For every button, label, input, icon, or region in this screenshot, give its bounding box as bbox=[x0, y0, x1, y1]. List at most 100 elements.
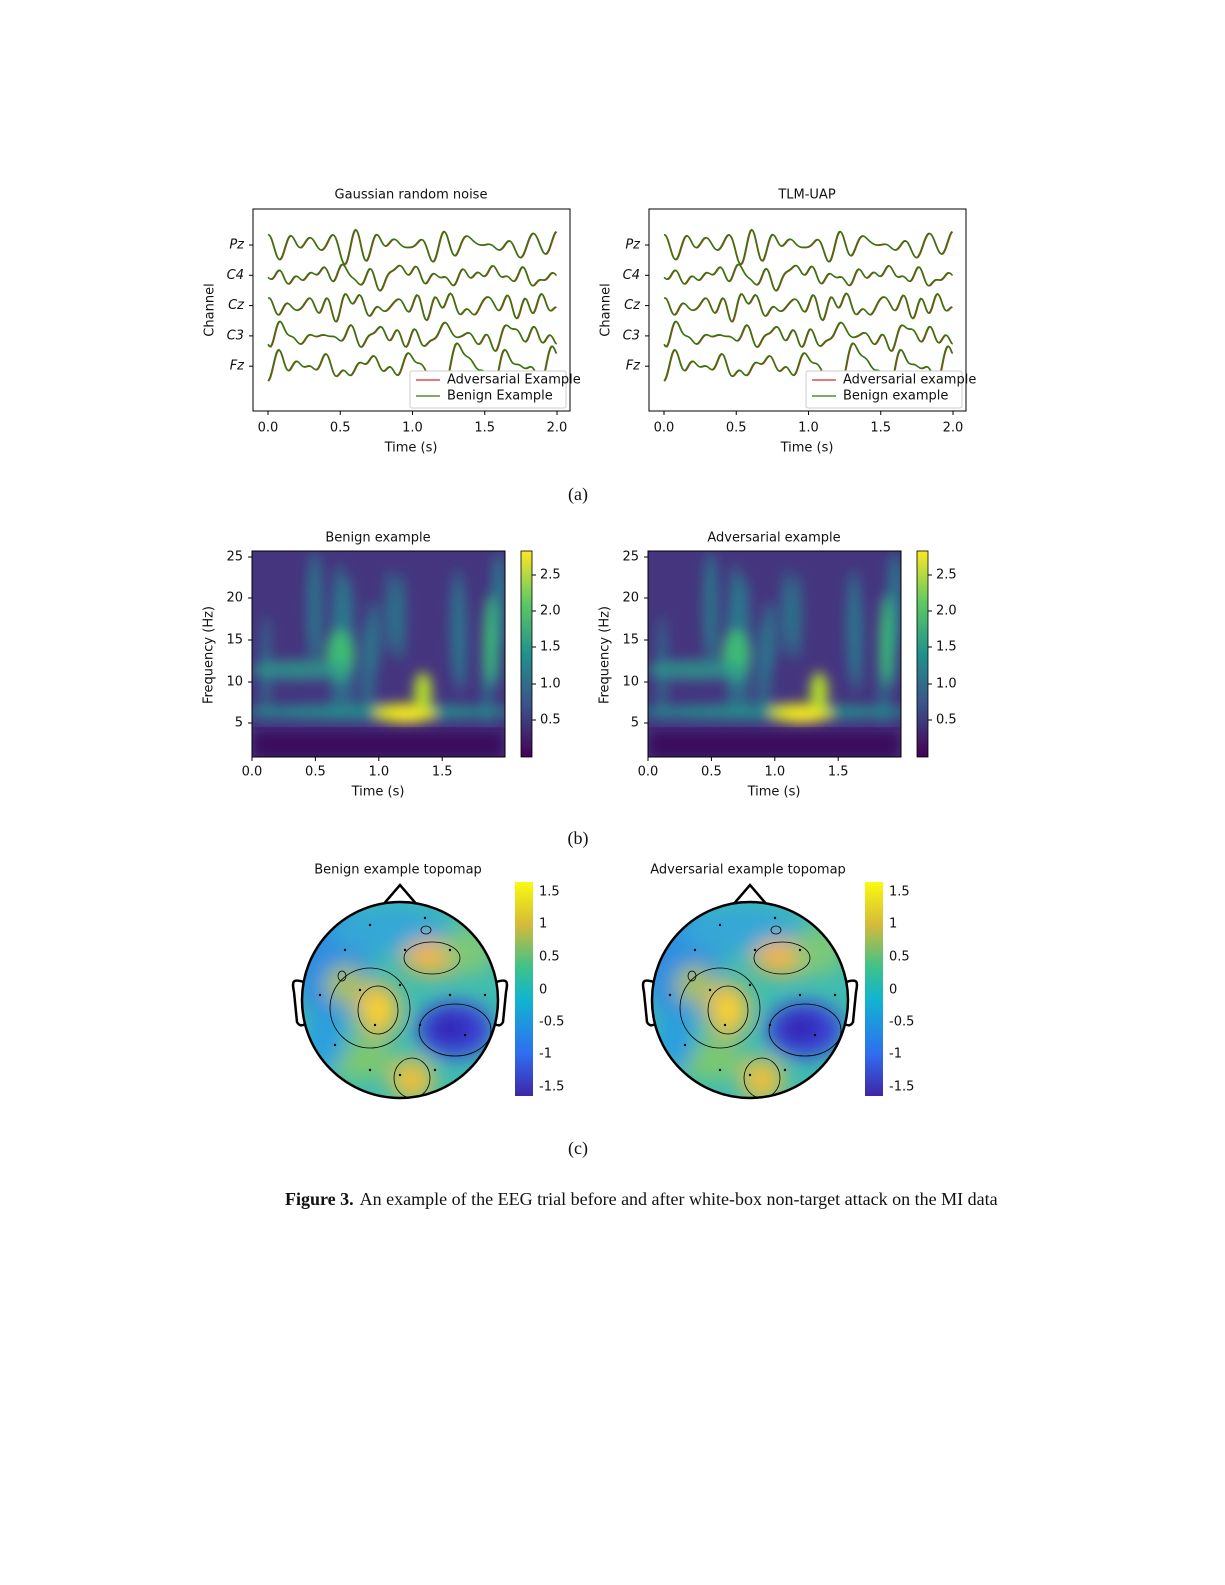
colorbar-tick-label: -1 bbox=[539, 1047, 552, 1062]
legend-entry: Adversarial Example bbox=[447, 373, 581, 388]
contour bbox=[329, 967, 411, 1049]
benign-trace bbox=[267, 292, 557, 323]
y-tick-label: 25 bbox=[226, 550, 243, 565]
head-outline bbox=[650, 900, 850, 1100]
panel-label: (b) bbox=[568, 828, 589, 849]
electrode bbox=[768, 1023, 772, 1027]
colorbar bbox=[515, 882, 533, 1096]
electrode bbox=[783, 1068, 787, 1072]
caption-label: Figure 3. bbox=[285, 1189, 354, 1209]
plot-title: TLM-UAP bbox=[777, 188, 835, 203]
y-tick-label: 15 bbox=[226, 633, 243, 648]
streak bbox=[307, 551, 323, 665]
adversarial-trace bbox=[664, 320, 954, 353]
contour bbox=[403, 941, 461, 975]
colorbar-tick-label: 1.0 bbox=[936, 677, 957, 692]
low-band bbox=[648, 730, 901, 757]
electrode bbox=[463, 1033, 467, 1037]
streak bbox=[756, 622, 772, 716]
colorbar bbox=[916, 550, 929, 758]
streak bbox=[360, 622, 376, 716]
benign-trace bbox=[663, 292, 953, 323]
x-tick-label: 1.5 bbox=[870, 421, 891, 436]
legend-entry: Benign example bbox=[843, 389, 948, 404]
colorbar-tick-label: 2.0 bbox=[936, 604, 957, 619]
electrode bbox=[723, 1023, 727, 1027]
electrode bbox=[358, 988, 362, 992]
colorbar-tick-label: 1.5 bbox=[540, 640, 561, 655]
streak bbox=[703, 551, 719, 665]
benign-trace bbox=[267, 342, 557, 391]
electrode bbox=[368, 923, 372, 927]
adversarial-trace bbox=[268, 292, 557, 323]
x-axis-label: Time (s) bbox=[747, 785, 801, 800]
panel-label: (c) bbox=[568, 1138, 588, 1159]
x-tick-label: 1.0 bbox=[402, 421, 423, 436]
colorbar-tick-label: -0.5 bbox=[889, 1015, 914, 1030]
electrode bbox=[718, 1068, 722, 1072]
electrode bbox=[418, 1023, 422, 1027]
electrode bbox=[373, 1023, 377, 1027]
blob bbox=[430, 1014, 470, 1042]
blob bbox=[740, 1058, 784, 1098]
benign-trace bbox=[267, 263, 557, 292]
electrode bbox=[423, 916, 427, 920]
plot-title: Gaussian random noise bbox=[335, 188, 488, 203]
electrode bbox=[748, 983, 752, 987]
channel-label: C4 bbox=[227, 268, 244, 283]
blob bbox=[368, 996, 388, 1024]
plot-title: Adversarial example topomap bbox=[650, 863, 846, 878]
colorbar-tick-label: -0.5 bbox=[539, 1015, 564, 1030]
electrode bbox=[833, 993, 837, 997]
benign-trace bbox=[663, 320, 953, 352]
benign-trace bbox=[663, 342, 953, 391]
colorbar-tick-label: 1.5 bbox=[539, 885, 560, 900]
electrode bbox=[813, 1033, 817, 1037]
electrode bbox=[718, 923, 722, 927]
electrode bbox=[748, 1073, 752, 1077]
plot-title: Benign example topomap bbox=[314, 863, 482, 878]
contour bbox=[420, 925, 432, 935]
colorbar-tick-label: 1.5 bbox=[936, 640, 957, 655]
y-tick-label: 5 bbox=[235, 716, 243, 731]
x-axis-label: Time (s) bbox=[384, 441, 438, 456]
x-tick-label: 0.0 bbox=[654, 421, 675, 436]
electrode bbox=[398, 1073, 402, 1077]
electrode bbox=[683, 1043, 687, 1047]
contour bbox=[679, 967, 761, 1049]
adversarial-trace bbox=[268, 320, 558, 353]
streak bbox=[791, 573, 802, 661]
nose bbox=[381, 883, 419, 907]
colorbar-tick-label: 0 bbox=[539, 983, 547, 998]
axes-frame bbox=[648, 208, 967, 412]
y-tick-label: 10 bbox=[622, 675, 639, 690]
y-tick-label: 25 bbox=[622, 550, 639, 565]
band bbox=[252, 660, 350, 680]
band bbox=[648, 660, 746, 680]
contour bbox=[357, 985, 399, 1035]
caption: Figure 3. An example of the EEG trial bef… bbox=[285, 1186, 1030, 1212]
peak bbox=[786, 710, 822, 722]
peak bbox=[414, 672, 432, 712]
x-tick-label: 0.0 bbox=[638, 765, 659, 780]
x-tick-label: 1.5 bbox=[828, 765, 849, 780]
colorbar-tick-label: 0.5 bbox=[889, 950, 910, 965]
plot-title: Adversarial example bbox=[707, 531, 840, 546]
contour bbox=[707, 985, 749, 1035]
legend bbox=[805, 370, 963, 409]
channel-label: Cz bbox=[228, 298, 245, 313]
electrode bbox=[798, 948, 802, 952]
streak bbox=[781, 569, 791, 657]
low-band bbox=[252, 730, 505, 757]
blob bbox=[390, 1058, 434, 1098]
colorbar-tick-label: -1.5 bbox=[889, 1080, 914, 1095]
channel-label: Pz bbox=[229, 238, 245, 253]
plot-title: Benign example bbox=[325, 531, 430, 546]
head-outline bbox=[300, 900, 500, 1100]
x-tick-label: 0.5 bbox=[701, 765, 722, 780]
electrode bbox=[343, 948, 347, 952]
y-tick-label: 20 bbox=[622, 591, 639, 606]
y-tick-label: 10 bbox=[226, 675, 243, 690]
electrode bbox=[798, 993, 802, 997]
x-tick-label: 0.5 bbox=[305, 765, 326, 780]
